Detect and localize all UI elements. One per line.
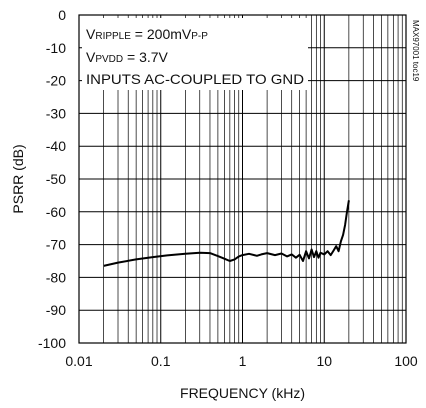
plot-frame [78,14,407,344]
x-tick-label: 1 [239,353,247,369]
x-axis-label: FREQUENCY (kHz) [180,385,305,401]
annotation-ripple: VRIPPLE = 200mVP-P [86,26,208,42]
y-tick-label: -60 [46,204,66,220]
annotation-pvdd: VPVDD = 3.7V [86,49,169,65]
anno-pvdd-value: = 3.7V [123,49,168,65]
y-tick-label: -100 [38,335,66,351]
y-tick-label: -50 [46,171,66,187]
anno-ripple-sub: RIPPLE [95,31,131,42]
x-tick-label: 0.01 [65,353,92,369]
x-tick-label: 100 [394,353,418,369]
y-tick-label: -10 [46,40,66,56]
anno-pvdd-v: V [86,49,96,65]
anno-ripple-v: V [86,26,96,42]
side-note: MAX97001 toc19 [411,20,420,82]
anno-ripple-value: = 200mV [131,26,192,42]
annotation-inputs: INPUTS AC-COUPLED TO GND [86,71,304,87]
x-tick-labels: 0.01 0.1 1 10 100 [65,353,418,369]
y-tick-label: -20 [46,73,66,89]
anno-ripple-pp: P-P [191,31,208,42]
y-tick-label: 0 [58,7,66,23]
psrr-series-line [103,200,350,267]
x-tick-label: 0.1 [151,353,171,369]
y-tick-label: -70 [46,237,66,253]
annotation-box [82,18,308,90]
anno-pvdd-sub: PVDD [95,54,123,65]
x-tick-label: 10 [316,353,332,369]
y-tick-label: -90 [46,302,66,318]
y-tick-label: -40 [46,138,66,154]
y-axis-label: PSRR (dB) [10,144,26,213]
y-tick-labels: 0 -10 -20 -30 -40 -50 -60 -70 -80 -90 -100 [38,7,66,351]
y-tick-label: -30 [46,105,66,121]
y-tick-label: -80 [46,269,66,285]
